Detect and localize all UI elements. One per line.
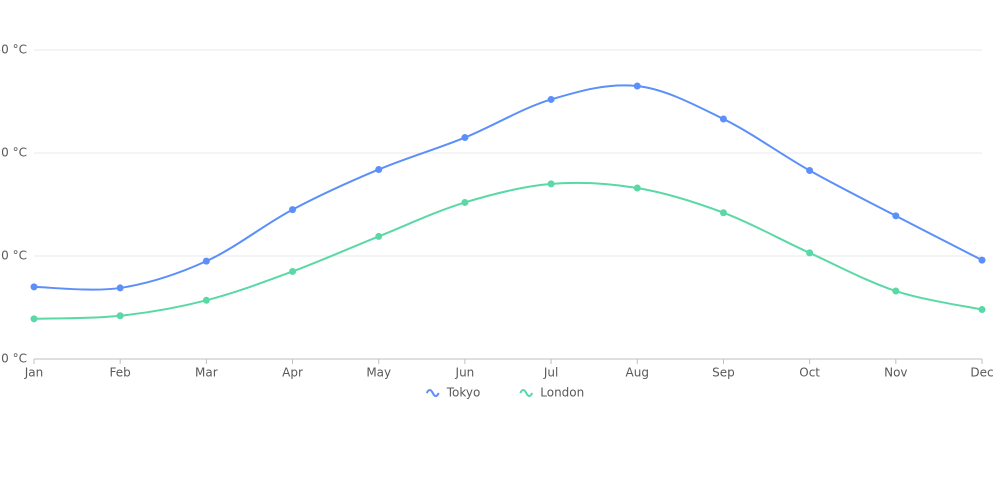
point: [719, 209, 727, 217]
legend-icon: [519, 389, 534, 397]
point: [978, 306, 986, 314]
x-tick-label: Jun: [455, 366, 475, 380]
legend-label: London: [540, 386, 584, 400]
x-tick-label: May: [366, 366, 391, 380]
legend-icon: [425, 389, 440, 397]
point: [547, 180, 555, 188]
line: [33, 84, 983, 291]
y-tick-label: 20 °C: [0, 146, 27, 160]
point: [116, 284, 124, 292]
x-tick-label: Nov: [884, 366, 907, 380]
point: [30, 283, 38, 291]
point: [892, 212, 900, 220]
x-tick-label: Jul: [543, 366, 558, 380]
line: [33, 181, 983, 320]
point: [289, 267, 297, 275]
point: [375, 165, 383, 173]
x-tick-label: Mar: [195, 366, 218, 380]
x-tick-label: Jan: [24, 366, 44, 380]
point: [806, 249, 814, 257]
point: [202, 257, 210, 265]
x-tick-label: Apr: [282, 366, 303, 380]
point: [461, 198, 469, 206]
point: [116, 312, 124, 320]
point: [633, 82, 641, 90]
point: [461, 134, 469, 142]
y-tick-label: 30 °C: [0, 43, 27, 57]
point: [719, 115, 727, 123]
point: [633, 184, 641, 192]
x-tick-label: Feb: [110, 366, 131, 380]
x-tick-label: Dec: [970, 366, 993, 380]
legend-item[interactable]: London: [519, 386, 584, 400]
point: [806, 167, 814, 175]
legend-label: Tokyo: [446, 386, 481, 400]
y-tick-label: 0 °C: [1, 352, 27, 366]
point: [30, 315, 38, 323]
x-tick-label: Aug: [626, 366, 649, 380]
legend-item[interactable]: Tokyo: [425, 386, 481, 400]
point: [202, 296, 210, 304]
point: [289, 206, 297, 214]
point: [978, 256, 986, 264]
point: [547, 95, 555, 103]
point: [892, 287, 900, 295]
x-tick-label: Oct: [799, 366, 820, 380]
x-tick-label: Sep: [712, 366, 735, 380]
y-tick-label: 10 °C: [0, 249, 27, 263]
point: [375, 232, 383, 240]
